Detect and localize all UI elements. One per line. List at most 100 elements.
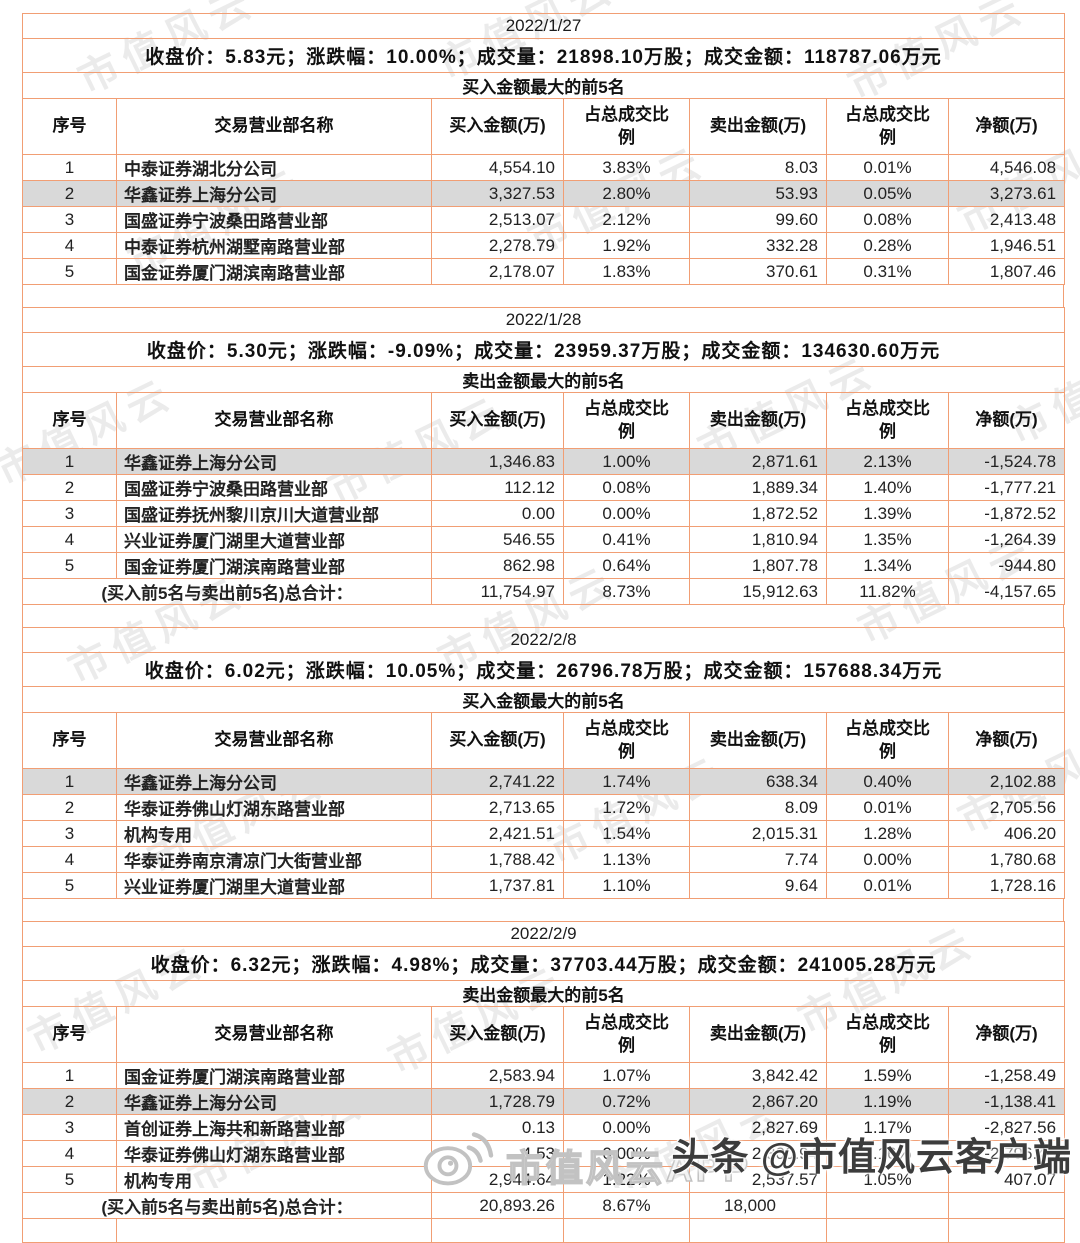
net-amount: 2,413.48 <box>947 206 1066 233</box>
net-amount: 1,780.68 <box>947 846 1066 873</box>
table-row: 4 兴业证券厦门湖里大道营业部 546.55 0.41% 1,810.94 1.35% -1… <box>22 526 1066 553</box>
table-header-row: 序号 交易营业部名称 买入金额(万) 占总成交比例 卖出金额(万) 占总成交比例… <box>22 1006 1066 1063</box>
branch-name: 国盛证券宁波桑田路营业部 <box>116 474 432 501</box>
total-sell-percent: 11.82% <box>826 578 949 605</box>
section-spacer <box>22 605 1064 627</box>
row-index: 5 <box>22 872 117 899</box>
sell-amount: 370.61 <box>689 258 827 285</box>
row-index: 4 <box>22 232 117 259</box>
table-row: 3 机构专用 2,421.51 1.54% 2,015.31 1.28% 406.20 <box>22 820 1066 847</box>
buy-amount: 1,737.81 <box>431 872 564 899</box>
table-row: 4 中泰证券杭州湖墅南路营业部 2,278.79 1.92% 332.28 0.28% 1,… <box>22 232 1066 259</box>
buy-amount: 112.12 <box>431 474 564 501</box>
row-index: 3 <box>22 206 117 233</box>
branch-name: 中泰证券湖北分公司 <box>116 154 432 181</box>
branch-name: 华鑫证券上海分公司 <box>116 180 432 207</box>
col-header-buy-pct: 占总成交比例 <box>563 1006 690 1063</box>
branch-name: 兴业证券厦门湖里大道营业部 <box>116 526 432 553</box>
buy-percent: 1.07% <box>563 1062 690 1089</box>
net-amount: -1,138.41 <box>947 1088 1066 1115</box>
sell-percent: 0.01% <box>826 872 949 899</box>
buy-percent: 0.00% <box>563 1140 690 1167</box>
row-index: 5 <box>22 1166 117 1193</box>
empty-cell <box>22 1218 117 1243</box>
sell-percent: 0.28% <box>826 232 949 259</box>
col-header-buy-pct: 占总成交比例 <box>563 712 690 769</box>
net-amount: -1,264.39 <box>947 526 1066 553</box>
total-sell-amount: 15,912.63 <box>689 578 827 605</box>
buy-percent: 1.74% <box>563 768 690 795</box>
sell-percent: 0.40% <box>826 768 949 795</box>
sell-percent: 2.13% <box>826 448 949 475</box>
branch-name: 中泰证券杭州湖墅南路营业部 <box>116 232 432 259</box>
list-title-row: 买入金额最大的前5名 <box>21 72 1066 99</box>
sell-amount: 1,810.94 <box>689 526 827 553</box>
col-header-buy: 买入金额(万) <box>431 392 564 449</box>
list-title: 卖出金额最大的前5名 <box>21 980 1066 1007</box>
table-row: 1 国金证券厦门湖滨南路营业部 2,583.94 1.07% 3,842.42 1.59%… <box>22 1062 1066 1089</box>
footer-watermark-toutiao: 头条 @市值风云客户端 <box>671 1137 1072 1179</box>
buy-percent: 1.10% <box>563 872 690 899</box>
branch-name: 华泰证券南京清凉门大街营业部 <box>116 846 432 873</box>
total-row: (买入前5名与卖出前5名)总合计： 11,754.97 8.73% 15,912.63… <box>22 578 1066 605</box>
sell-amount: 638.34 <box>689 768 827 795</box>
table-row: 2 华鑫证券上海分公司 3,327.53 2.80% 53.93 0.05% 3,273.6… <box>22 180 1066 207</box>
summary-row: 收盘价：6.02元；涨跌幅：10.05%；成交量：26796.78万股；成交金额… <box>21 652 1066 687</box>
buy-percent: 0.64% <box>563 552 690 579</box>
col-header-buy: 买入金额(万) <box>431 712 564 769</box>
total-sell-percent <box>826 1192 949 1219</box>
col-header-index: 序号 <box>22 1006 117 1063</box>
branch-name: 首创证券上海共和新路营业部 <box>116 1114 432 1141</box>
date-label: 2022/2/9 <box>21 921 1066 947</box>
buy-percent: 2.12% <box>563 206 690 233</box>
section-table-2022-2-8: 2022/2/8 收盘价：6.02元；涨跌幅：10.05%；成交量：26796.… <box>21 627 1066 899</box>
col-header-net: 净额(万) <box>947 392 1066 449</box>
table-row: 3 国盛证券抚州黎川京川大道营业部 0.00 0.00% 1,872.52 1.39% -1… <box>22 500 1066 527</box>
buy-amount: 3,327.53 <box>431 180 564 207</box>
row-index: 3 <box>22 500 117 527</box>
empty-cell <box>431 1218 564 1243</box>
table-row: 2 华鑫证券上海分公司 1,728.79 0.72% 2,867.20 1.19% -1,1… <box>22 1088 1066 1115</box>
date-row: 2022/1/28 <box>21 307 1066 333</box>
branch-name: 国盛证券宁波桑田路营业部 <box>116 206 432 233</box>
net-amount: -1,258.49 <box>947 1062 1066 1089</box>
sell-percent: 1.39% <box>826 500 949 527</box>
summary-row: 收盘价：6.32元；涨跌幅：4.98%；成交量：37703.44万股；成交金额：… <box>21 946 1066 981</box>
buy-amount: 2,513.07 <box>431 206 564 233</box>
table-row: 4 华泰证券南京清凉门大街营业部 1,788.42 1.13% 7.74 0.00% 1,7… <box>22 846 1066 873</box>
table-row: 1 中泰证券湖北分公司 4,554.10 3.83% 8.03 0.01% 4,546.08 <box>22 154 1066 181</box>
col-header-index: 序号 <box>22 712 117 769</box>
row-index: 5 <box>22 552 117 579</box>
buy-amount: 4,554.10 <box>431 154 564 181</box>
list-title-row: 买入金额最大的前5名 <box>21 686 1066 713</box>
net-amount: 406.20 <box>947 820 1066 847</box>
sell-percent: 0.01% <box>826 154 949 181</box>
empty-row <box>22 1218 1066 1243</box>
col-header-sell-pct: 占总成交比例 <box>826 1006 949 1063</box>
section-table-2022-1-27: 2022/1/27 收盘价：5.83元；涨跌幅：10.00%；成交量：21898… <box>21 13 1066 285</box>
table-row: 3 国盛证券宁波桑田路营业部 2,513.07 2.12% 99.60 0.08% 2,41… <box>22 206 1066 233</box>
trading-data-sheet: 2022/1/27 收盘价：5.83元；涨跌幅：10.00%；成交量：21898… <box>21 13 1066 1243</box>
col-header-net: 净额(万) <box>947 712 1066 769</box>
sell-percent: 0.00% <box>826 846 949 873</box>
sell-amount: 332.28 <box>689 232 827 259</box>
total-label: (买入前5名与卖出前5名)总合计： <box>22 578 432 605</box>
sell-amount: 8.09 <box>689 794 827 821</box>
row-index: 3 <box>22 820 117 847</box>
table-header-row: 序号 交易营业部名称 买入金额(万) 占总成交比例 卖出金额(万) 占总成交比例… <box>22 98 1066 155</box>
buy-percent: 2.80% <box>563 180 690 207</box>
sell-percent: 0.01% <box>826 794 949 821</box>
col-header-buy-pct: 占总成交比例 <box>563 392 690 449</box>
col-header-sell: 卖出金额(万) <box>689 98 827 155</box>
sell-amount: 99.60 <box>689 206 827 233</box>
sell-percent: 1.34% <box>826 552 949 579</box>
sell-percent: 0.31% <box>826 258 949 285</box>
row-index: 1 <box>22 1062 117 1089</box>
table-header-row: 序号 交易营业部名称 买入金额(万) 占总成交比例 卖出金额(万) 占总成交比例… <box>22 392 1066 449</box>
net-amount: -944.80 <box>947 552 1066 579</box>
branch-name: 机构专用 <box>116 820 432 847</box>
section-table-2022-1-28: 2022/1/28 收盘价：5.30元；涨跌幅：-9.09%；成交量：23959… <box>21 307 1066 605</box>
buy-percent: 1.72% <box>563 794 690 821</box>
branch-name: 机构专用 <box>116 1166 432 1193</box>
col-header-buy: 买入金额(万) <box>431 1006 564 1063</box>
